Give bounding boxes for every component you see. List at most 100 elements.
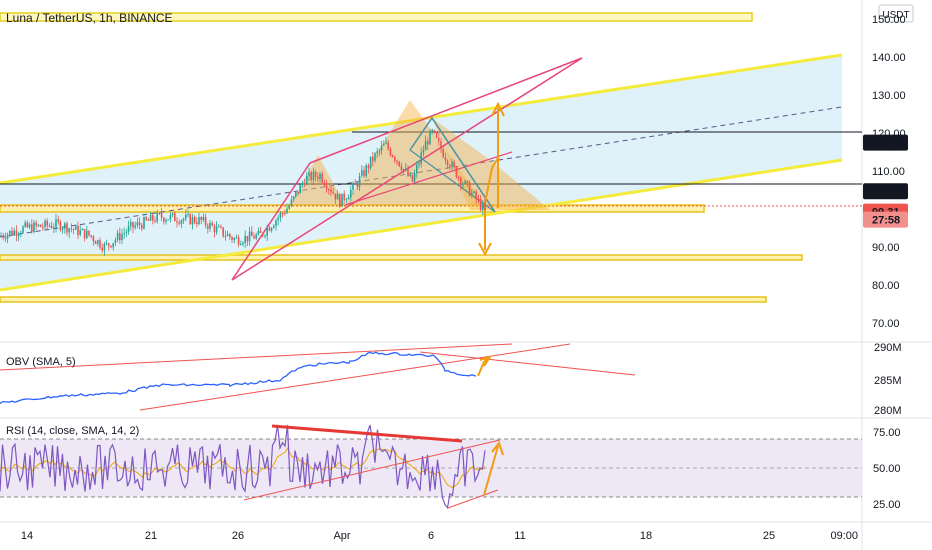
candle-body xyxy=(407,168,409,177)
candle-body xyxy=(235,237,238,239)
zone-bottom[interactable] xyxy=(0,296,767,303)
pink-wedge-upper[interactable] xyxy=(309,57,583,164)
candle-body xyxy=(376,151,378,154)
rsi-title[interactable]: RSI (14, close, SMA, 14, 2) xyxy=(6,425,139,437)
currency-button-label: USDT xyxy=(882,10,909,21)
channel-mid-line[interactable] xyxy=(0,106,843,238)
candle-body xyxy=(453,161,455,167)
price-tick: 110.00 xyxy=(872,166,905,178)
candle-body xyxy=(44,220,46,228)
candle-body xyxy=(99,240,101,248)
time-axis[interactable]: 14 21 26 Apr 6 11 18 25 09:00 xyxy=(21,530,858,542)
obv-line xyxy=(0,351,477,405)
candle-body xyxy=(103,243,106,251)
candle-body xyxy=(83,228,86,239)
candle-body xyxy=(363,170,365,176)
candle-body xyxy=(433,130,436,133)
rsi-axis: 75.00 50.00 25.00 xyxy=(873,427,901,511)
time-tick-25: 25 xyxy=(763,530,775,542)
candle-body xyxy=(160,213,163,218)
candle-body xyxy=(226,234,229,236)
obv-trend-upper[interactable] xyxy=(0,343,513,371)
candle-body xyxy=(92,236,95,242)
candle-body xyxy=(66,223,68,233)
candle-body xyxy=(380,145,383,151)
zone-lower[interactable] xyxy=(0,254,803,261)
candle-body xyxy=(231,237,233,240)
candle-body xyxy=(435,132,438,138)
obv-arrow-head xyxy=(479,355,493,367)
channel-lower-line[interactable] xyxy=(0,158,843,292)
candle-body xyxy=(345,199,348,201)
candle-body xyxy=(372,156,374,161)
candle-body xyxy=(321,173,323,183)
candle-body xyxy=(6,234,9,239)
obv-trend-down[interactable] xyxy=(419,351,636,376)
candle-body xyxy=(211,223,213,226)
candle-body xyxy=(424,141,427,151)
candle-body xyxy=(292,196,295,200)
candle-body xyxy=(4,237,7,239)
candle-body xyxy=(343,193,345,201)
candle-body xyxy=(332,192,334,194)
candle-body xyxy=(308,172,310,176)
candle-body xyxy=(9,230,11,235)
candle-body xyxy=(422,150,425,153)
candle-body xyxy=(222,227,224,236)
zone-support[interactable] xyxy=(0,204,705,213)
channel-upper-line[interactable] xyxy=(0,53,843,185)
candle-body xyxy=(70,228,73,230)
price-badge xyxy=(863,211,908,228)
candle-body xyxy=(48,225,51,227)
time-tick-6: 6 xyxy=(428,530,434,542)
obv-trend-lower[interactable] xyxy=(139,343,571,411)
candle-body xyxy=(411,174,414,182)
candle-body xyxy=(396,160,398,162)
price-tick: 150.00 xyxy=(872,14,906,26)
candle-body xyxy=(341,193,343,207)
candle-body xyxy=(145,217,147,220)
candle-body xyxy=(484,203,486,210)
candle-body xyxy=(374,153,376,161)
rsi-pane[interactable] xyxy=(0,424,862,510)
rsi-trend-lower[interactable] xyxy=(243,439,501,501)
candle-body xyxy=(416,165,418,174)
obv-title[interactable]: OBV (SMA, 5) xyxy=(6,356,76,368)
target-arrow-mid[interactable] xyxy=(483,157,499,209)
zone-top[interactable] xyxy=(0,12,753,22)
drawings-layer[interactable] xyxy=(0,12,862,303)
candle-body xyxy=(242,242,244,245)
candle-body xyxy=(196,222,198,224)
rsi-divergence-line[interactable] xyxy=(271,424,463,443)
obv-pane[interactable] xyxy=(0,343,636,411)
currency-button[interactable]: USDT xyxy=(878,4,914,23)
pink-wedge-lower[interactable] xyxy=(231,57,583,281)
time-tick-18: 18 xyxy=(640,530,652,542)
candle-body xyxy=(233,238,235,240)
candle-body xyxy=(57,219,59,222)
candle-body xyxy=(323,182,326,186)
candle-body xyxy=(266,227,268,236)
symbol-title[interactable]: Luna / TetherUS, 1h, BINANCE xyxy=(6,11,173,25)
candle-body xyxy=(479,199,482,210)
candle-body xyxy=(121,234,123,241)
candle-body xyxy=(178,222,180,224)
candle-body xyxy=(460,177,462,186)
currency-button-box[interactable] xyxy=(878,4,914,23)
pink-wedge-left[interactable] xyxy=(231,162,311,281)
candle-body xyxy=(277,217,279,221)
candle-body xyxy=(383,143,385,146)
rsi-tick-50: 50.00 xyxy=(873,463,901,475)
candle-body xyxy=(97,240,99,244)
candle-body xyxy=(257,230,260,235)
candle-body xyxy=(86,230,88,239)
candle-body xyxy=(136,222,139,226)
pink-trend-line[interactable] xyxy=(344,151,513,206)
candle-body xyxy=(149,214,152,221)
teal-pattern-line[interactable] xyxy=(409,116,496,213)
rsi-trend-bottom[interactable] xyxy=(447,489,499,509)
candle-body xyxy=(193,217,196,223)
price-badge-text: 27:58 xyxy=(872,215,900,227)
candle-body xyxy=(369,156,372,169)
